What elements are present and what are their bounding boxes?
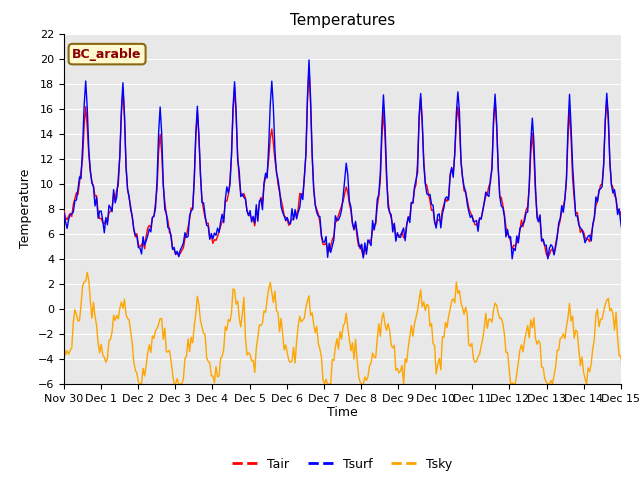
Legend: Tair, Tsurf, Tsky: Tair, Tsurf, Tsky — [227, 453, 458, 476]
Y-axis label: Temperature: Temperature — [19, 169, 32, 249]
X-axis label: Time: Time — [327, 407, 358, 420]
Text: BC_arable: BC_arable — [72, 48, 142, 60]
Title: Temperatures: Temperatures — [290, 13, 395, 28]
